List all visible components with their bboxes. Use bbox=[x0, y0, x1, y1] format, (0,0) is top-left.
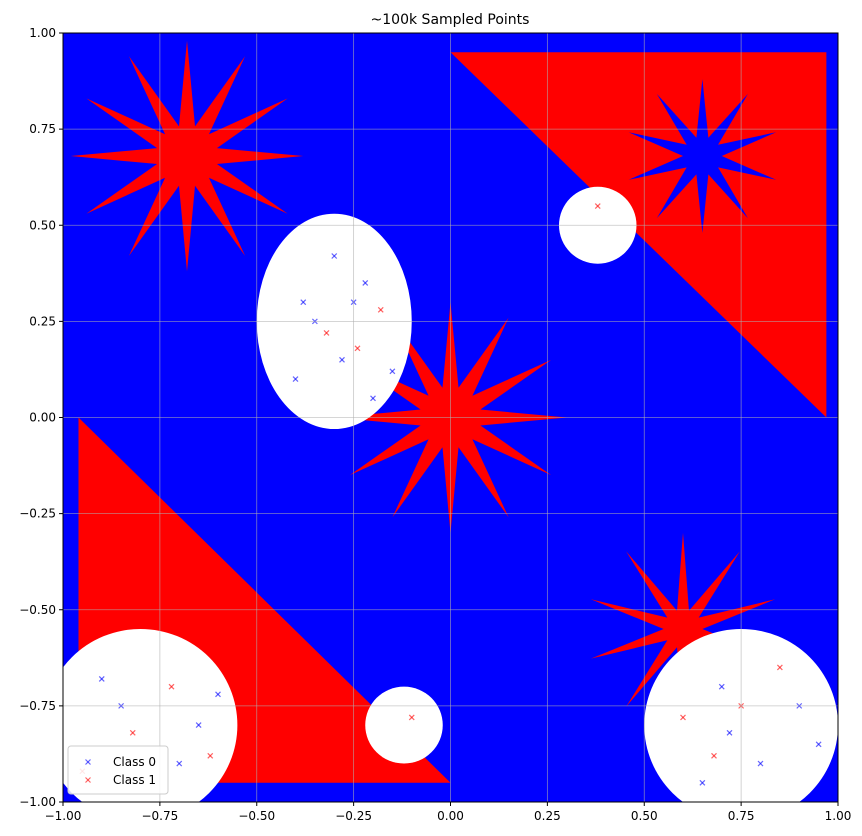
class0-point-stroke bbox=[215, 691, 221, 698]
class1-point bbox=[168, 683, 175, 690]
y-tick-label: 1.00 bbox=[29, 26, 56, 40]
class0-point-stroke bbox=[195, 722, 202, 729]
legend-marker bbox=[85, 759, 91, 765]
class1-point bbox=[354, 345, 361, 352]
class0-point-stroke bbox=[362, 280, 369, 286]
y-tick-label: 0.75 bbox=[29, 122, 56, 136]
x-tick-label: −0.25 bbox=[335, 809, 372, 823]
class1-point-stroke bbox=[594, 203, 601, 209]
class1-point-stroke bbox=[776, 664, 783, 671]
class0-point bbox=[718, 683, 725, 690]
legend-marker bbox=[85, 777, 91, 783]
y-tick-label: 0.50 bbox=[29, 218, 56, 232]
legend-label: Class 1 bbox=[113, 773, 156, 787]
class0-point-stroke bbox=[292, 376, 299, 382]
y-tick-label: 0.00 bbox=[29, 411, 56, 425]
class1-point bbox=[776, 664, 783, 671]
x-axis: −1.00 −0.75 −0.50 −0.25 0.00 0.25 0.50 0.75 1.00 bbox=[45, 802, 852, 823]
class1-point-stroke bbox=[168, 683, 175, 690]
y-tick-label: −0.25 bbox=[19, 507, 56, 521]
class0-point-stroke bbox=[757, 760, 764, 767]
class1-star bbox=[70, 40, 304, 272]
class0-point-stroke bbox=[699, 779, 706, 786]
class0-point bbox=[757, 760, 764, 767]
x-tick-label: 0.25 bbox=[534, 809, 561, 823]
class0-point bbox=[726, 729, 733, 736]
legend-box bbox=[67, 745, 169, 795]
y-tick-label: 0.25 bbox=[29, 314, 56, 328]
class1-point-stroke bbox=[711, 752, 717, 759]
class0-point bbox=[176, 760, 183, 767]
legend: Class 0 Class 1 bbox=[67, 745, 169, 795]
class1-point bbox=[594, 203, 601, 209]
class0-point-stroke bbox=[726, 729, 733, 736]
class0-point bbox=[389, 368, 396, 375]
class1-point-stroke bbox=[377, 306, 384, 313]
class0-point bbox=[331, 253, 338, 259]
x-tick-label: −1.00 bbox=[45, 809, 82, 823]
class0-point-stroke bbox=[331, 253, 338, 259]
class0-point bbox=[699, 779, 706, 786]
x-tick-label: 0.75 bbox=[728, 809, 755, 823]
class0-point bbox=[98, 676, 105, 682]
x-tick-label: 0.50 bbox=[631, 809, 658, 823]
class1-point-stroke bbox=[680, 714, 686, 721]
class1-point bbox=[377, 306, 384, 313]
class0-star bbox=[628, 79, 777, 233]
class0-point-stroke bbox=[389, 368, 396, 375]
class0-point bbox=[292, 376, 299, 382]
unsampled-region bbox=[365, 686, 443, 764]
class1-point bbox=[408, 714, 415, 721]
class1-point bbox=[129, 729, 136, 736]
y-tick-label: −1.00 bbox=[19, 795, 56, 809]
x-tick-label: −0.50 bbox=[238, 809, 275, 823]
class1-point-stroke bbox=[207, 752, 214, 759]
class0-point-stroke bbox=[300, 299, 307, 306]
class0-point bbox=[815, 741, 822, 748]
chart-title: ~100k Sampled Points bbox=[371, 12, 530, 28]
class0-point bbox=[370, 395, 376, 402]
legend-marker-stroke bbox=[85, 777, 91, 783]
class1-point-stroke bbox=[323, 329, 330, 336]
class1-point-stroke bbox=[408, 714, 415, 721]
x-tick-label: 0.00 bbox=[437, 809, 464, 823]
class0-point bbox=[339, 356, 345, 363]
y-axis: 1.00 0.75 0.50 0.25 0.00 −0.25 −0.50 −0.75 −1.00 bbox=[19, 26, 63, 809]
class0-point bbox=[215, 691, 221, 698]
class1-point bbox=[207, 752, 214, 759]
class0-point bbox=[362, 280, 369, 286]
class0-point bbox=[300, 299, 307, 306]
legend-marker-stroke bbox=[85, 759, 91, 765]
y-tick-label: −0.50 bbox=[19, 603, 56, 617]
legend-label: Class 0 bbox=[113, 755, 156, 769]
x-tick-label: −0.75 bbox=[141, 809, 178, 823]
x-tick-label: 1.00 bbox=[825, 809, 852, 823]
class1-point-stroke bbox=[129, 729, 136, 736]
class0-point-stroke bbox=[339, 356, 345, 363]
y-tick-label: −0.75 bbox=[19, 699, 56, 713]
class1-point-stroke bbox=[354, 345, 361, 352]
class1-point bbox=[680, 714, 686, 721]
class0-point-stroke bbox=[718, 683, 725, 690]
class0-point bbox=[195, 722, 202, 729]
class1-point bbox=[323, 329, 330, 336]
class0-point-stroke bbox=[176, 760, 183, 767]
class0-point-stroke bbox=[98, 676, 105, 682]
class0-point-stroke bbox=[370, 395, 376, 402]
class0-point-stroke bbox=[815, 741, 822, 748]
plot-area bbox=[63, 33, 838, 802]
class1-star bbox=[590, 532, 776, 726]
class1-point bbox=[711, 752, 717, 759]
